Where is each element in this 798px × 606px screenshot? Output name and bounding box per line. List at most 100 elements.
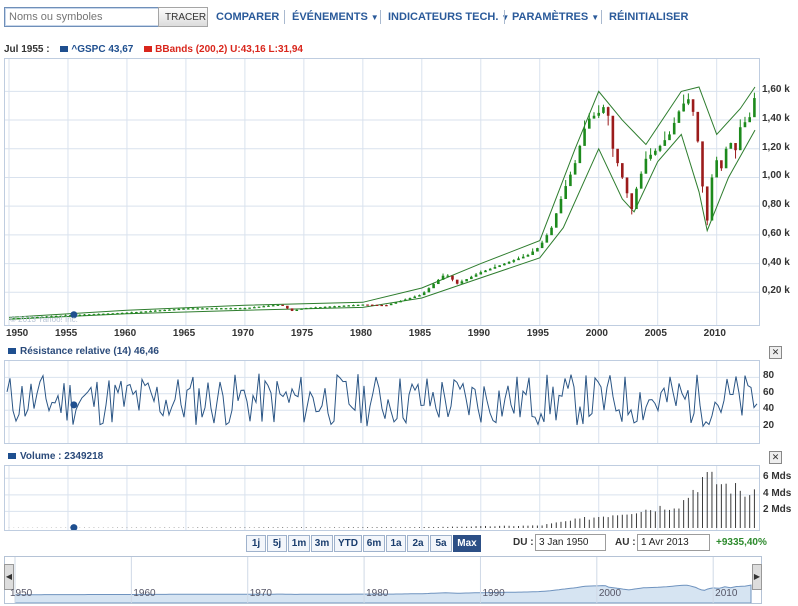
candle-body (503, 263, 506, 266)
x-tick-label: 1960 (113, 328, 137, 339)
rsi-chart[interactable] (5, 361, 759, 443)
candle-body (36, 316, 39, 319)
candle-body (163, 309, 166, 312)
candle-body (677, 111, 681, 123)
candle-body (149, 310, 152, 313)
reset-link[interactable]: RÉINITIALISER (609, 11, 689, 23)
candle-body (408, 298, 412, 300)
y-tick-label: 0,40 k (762, 256, 790, 268)
volume-chart[interactable] (5, 466, 759, 532)
date-to-input[interactable]: 1 Avr 2013 (637, 534, 710, 551)
price-chart[interactable] (5, 59, 759, 325)
candle-body (446, 275, 450, 277)
range-button-1j[interactable]: 1j (246, 535, 266, 552)
candle-body (734, 143, 737, 151)
symbol-search-input[interactable] (4, 7, 162, 27)
range-button-3m[interactable]: 3m (311, 535, 333, 552)
candle-body (635, 188, 638, 210)
events-menu-label: ÉVÉNEMENTS (292, 11, 368, 23)
trace-button[interactable]: TRACER (158, 7, 208, 27)
y-tick-label: 0,20 k (762, 285, 790, 297)
candle-body (441, 275, 445, 280)
candle-body (97, 313, 100, 316)
rsi-panel[interactable] (4, 360, 760, 444)
range-button-max[interactable]: Max (453, 535, 481, 552)
range-button-2a[interactable]: 2a (407, 535, 429, 552)
volume-panel[interactable] (4, 465, 760, 532)
range-button-1m[interactable]: 1m (288, 535, 310, 552)
rsi-title-text: Résistance relative (14) 46,46 (20, 346, 159, 357)
candle-body (120, 312, 124, 315)
settings-menu[interactable]: PARAMÈTRES ▼ (512, 11, 599, 23)
candle-body (753, 98, 756, 118)
range-button-5j[interactable]: 5j (267, 535, 287, 552)
candle-body (177, 308, 181, 311)
indicators-menu[interactable]: INDICATEURS TECH. ▼ (388, 11, 509, 23)
bband-upper-line (8, 86, 756, 318)
candle-body (507, 261, 511, 264)
candle-body (654, 150, 657, 155)
candle-body (738, 127, 742, 151)
range-button-ytd[interactable]: YTD (334, 535, 362, 552)
x-tick-label: 1975 (290, 328, 314, 339)
legend-bbands-values: U:43,16 L:31,94 (230, 44, 303, 55)
candle-body (668, 134, 671, 141)
candle-body (356, 304, 360, 306)
candle-body (144, 311, 148, 313)
candle-body (526, 254, 530, 257)
legend-series-gspc: ^GSPC 43,67 (71, 44, 134, 55)
candle-body (484, 270, 487, 273)
candle-body (606, 107, 610, 116)
candle-body (158, 310, 162, 312)
navigator-tick-label: 2010 (715, 588, 738, 599)
main-chart-panel[interactable] (4, 58, 760, 326)
candle-body (361, 304, 365, 306)
candle-body (488, 268, 492, 271)
candle-body (328, 306, 332, 308)
candle-body (432, 284, 435, 289)
scroll-left-button[interactable]: ◀ (4, 564, 14, 590)
rsi-y-tick-label: 80 (763, 370, 775, 382)
scroll-right-button[interactable]: ▶ (752, 564, 762, 590)
navigator-chart[interactable] (5, 557, 761, 604)
candle-body (290, 308, 294, 311)
candle-body (257, 306, 261, 308)
candle-body (554, 213, 558, 228)
date-from-label: DU : (513, 537, 534, 548)
series-swatch (8, 453, 16, 460)
candle-body (385, 305, 388, 307)
events-menu[interactable]: ÉVÉNEMENTS ▼ (292, 11, 379, 23)
candle-body (470, 276, 473, 280)
candle-body (583, 128, 586, 146)
candle-body (729, 143, 733, 149)
navigator-tick-label: 1960 (133, 588, 156, 599)
close-volume-button[interactable]: ✕ (769, 451, 782, 464)
time-navigator[interactable] (4, 556, 762, 604)
candle-body (59, 315, 63, 317)
candle-body (238, 308, 242, 310)
volume-title: Volume : 2349218 (8, 451, 103, 462)
date-from-input[interactable]: 3 Jan 1950 (535, 534, 606, 551)
candle-body (696, 111, 700, 142)
compare-link[interactable]: COMPARER (216, 11, 280, 23)
candle-body (220, 308, 223, 310)
candle-body (248, 307, 251, 309)
candle-body (649, 154, 652, 159)
range-button-1a[interactable]: 1a (386, 535, 406, 552)
candle-body (215, 308, 218, 310)
candle-body (455, 279, 459, 284)
candle-body (465, 279, 468, 282)
x-tick-label: 1980 (349, 328, 373, 339)
candle-body (87, 314, 91, 316)
y-tick-label: 1,40 k (762, 113, 790, 125)
range-button-5a[interactable]: 5a (430, 535, 452, 552)
candle-body (300, 308, 303, 310)
candle-body (45, 316, 49, 318)
close-rsi-button[interactable]: ✕ (769, 346, 782, 359)
candle-body (550, 227, 553, 236)
x-tick-label: 2005 (644, 328, 667, 339)
settings-menu-label: PARAMÈTRES (512, 11, 589, 23)
x-tick-label: 1965 (172, 328, 196, 339)
range-button-6m[interactable]: 6m (363, 535, 385, 552)
candle-body (83, 314, 86, 316)
